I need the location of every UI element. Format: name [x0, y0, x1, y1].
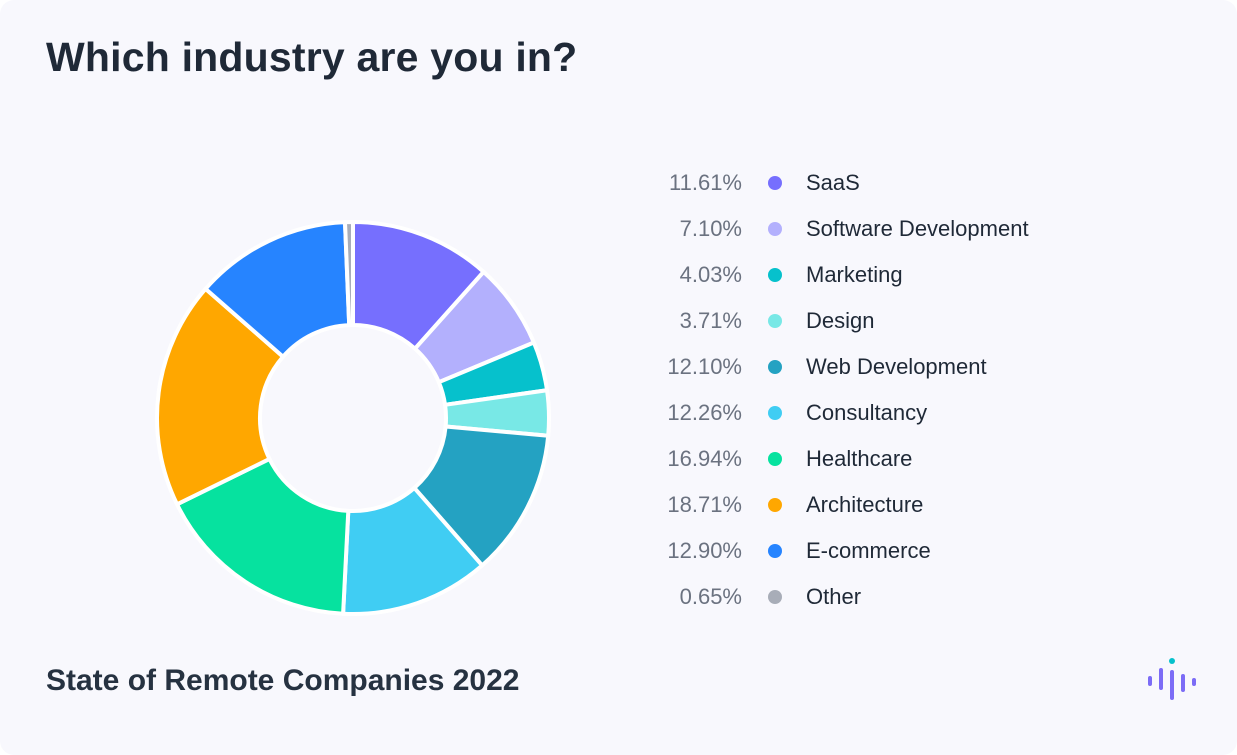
- legend-label: Consultancy: [806, 400, 928, 425]
- legend-label: Software Development: [806, 216, 1029, 241]
- donut-slice-healthcare: [175, 456, 351, 616]
- legend-item: 7.10% Software Development: [640, 206, 1100, 252]
- legend-item: 16.94% Healthcare: [640, 436, 1100, 482]
- audio-bars-logo-icon: [1148, 658, 1196, 700]
- legend-item: 12.26% Consultancy: [640, 390, 1100, 436]
- legend-value: 12.90%: [667, 538, 742, 563]
- legend-value: 18.71%: [667, 492, 742, 517]
- legend-item: 11.61% SaaS: [640, 160, 1100, 206]
- legend-label: Marketing: [806, 262, 903, 287]
- legend-item: 18.71% Architecture: [640, 482, 1100, 528]
- chart-title: Which industry are you in?: [46, 34, 578, 80]
- legend-item: 12.10% Web Development: [640, 344, 1100, 390]
- legend-color-swatch: [768, 360, 782, 374]
- legend-item: 3.71% Design: [640, 298, 1100, 344]
- donut-chart: [155, 220, 551, 616]
- legend-label: E-commerce: [806, 538, 931, 563]
- legend-value: 3.71%: [679, 308, 742, 333]
- legend-item: 4.03% Marketing: [640, 252, 1100, 298]
- legend-value: 4.03%: [679, 262, 742, 287]
- legend-label: Other: [806, 584, 862, 609]
- legend-item: 12.90% E-commerce: [640, 528, 1100, 574]
- legend-value: 11.61%: [669, 170, 742, 195]
- legend-label: Web Development: [806, 354, 987, 379]
- donut-slice-other: [342, 220, 355, 328]
- legend-color-swatch: [768, 406, 782, 420]
- legend-color-swatch: [768, 498, 782, 512]
- legend: 11.61% SaaS 7.10% Software Development 4.03%…: [640, 160, 1100, 620]
- legend-color-swatch: [768, 590, 782, 604]
- legend-value: 7.10%: [679, 216, 742, 241]
- legend-color-swatch: [768, 452, 782, 466]
- legend-color-swatch: [768, 268, 782, 282]
- legend-label: SaaS: [806, 170, 860, 195]
- legend-label: Healthcare: [806, 446, 913, 471]
- legend-value: 12.26%: [667, 400, 742, 425]
- legend-item: 0.65% Other: [640, 574, 1100, 620]
- legend-color-swatch: [768, 544, 782, 558]
- donut-slice-architecture: [155, 286, 286, 507]
- legend-label: Design: [806, 308, 875, 333]
- legend-color-swatch: [768, 314, 782, 328]
- footer-caption: State of Remote Companies 2022: [46, 664, 520, 697]
- legend-value: 16.94%: [667, 446, 742, 471]
- legend-label: Architecture: [806, 492, 924, 517]
- legend-value: 0.65%: [679, 584, 742, 609]
- legend-color-swatch: [768, 222, 782, 236]
- legend-color-swatch: [768, 176, 782, 190]
- legend-value: 12.10%: [667, 354, 742, 379]
